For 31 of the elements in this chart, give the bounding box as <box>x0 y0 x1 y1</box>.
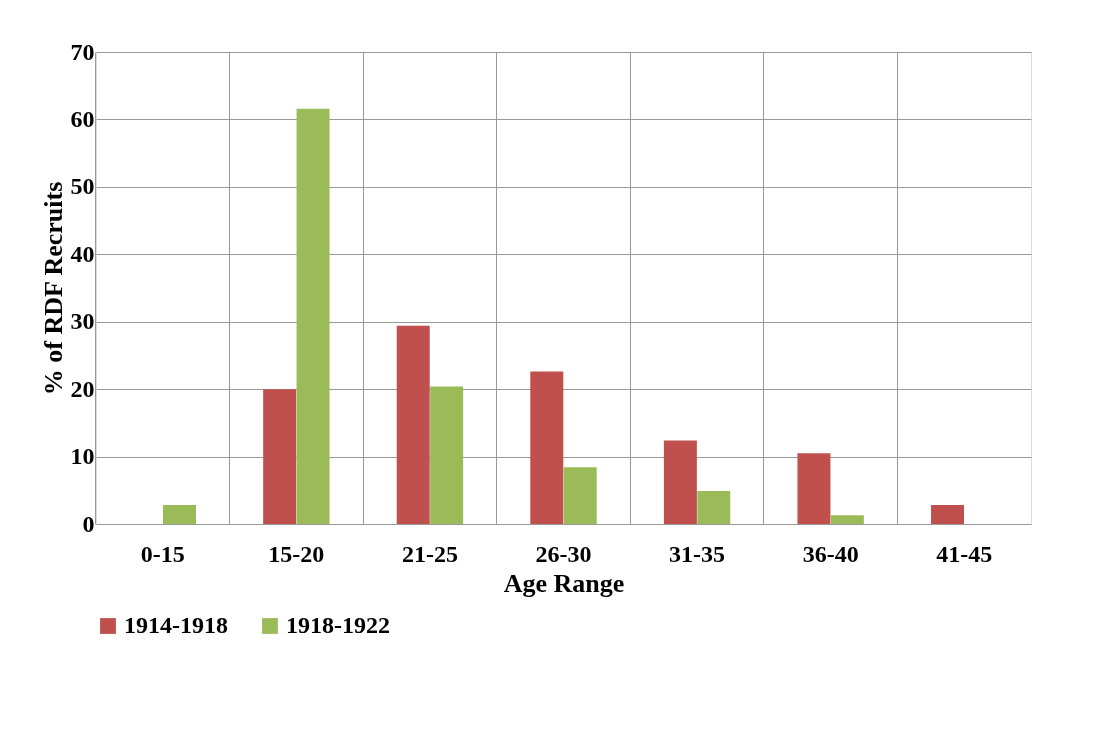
y-tick-label: 60 <box>70 105 95 132</box>
y-tick-label: 40 <box>70 240 95 267</box>
bar <box>797 453 831 524</box>
legend-label: 1914-1918 <box>124 612 228 638</box>
bar <box>396 325 430 524</box>
y-tick-label: 10 <box>70 443 95 470</box>
y-tick-label: 50 <box>70 173 95 200</box>
y-tick-label: 70 <box>70 38 95 65</box>
bar <box>563 467 597 524</box>
bar <box>296 108 330 524</box>
bar <box>931 505 965 524</box>
x-tick-label: 31-35 <box>669 540 726 567</box>
x-tick-label: 0-15 <box>140 540 185 567</box>
bar <box>663 440 697 524</box>
legend-label: 1918-1922 <box>286 612 390 638</box>
bar <box>530 371 564 524</box>
y-axis-title: % of RDF Recruits <box>38 181 68 396</box>
x-tick-label: 15-20 <box>268 540 325 567</box>
bar <box>697 490 731 524</box>
y-tick-label: 20 <box>70 375 95 402</box>
y-tick-label: 30 <box>70 308 95 335</box>
bar <box>430 386 464 524</box>
x-tick-label: 41-45 <box>936 540 993 567</box>
x-tick-label: 26-30 <box>535 540 592 567</box>
x-tick-label: 36-40 <box>802 540 859 567</box>
bar <box>263 389 297 524</box>
y-tick-label: 0 <box>82 510 95 537</box>
bar <box>830 515 864 524</box>
bar <box>162 505 196 524</box>
x-axis-title: Age Range <box>503 568 625 598</box>
x-tick-label: 21-25 <box>401 540 458 567</box>
